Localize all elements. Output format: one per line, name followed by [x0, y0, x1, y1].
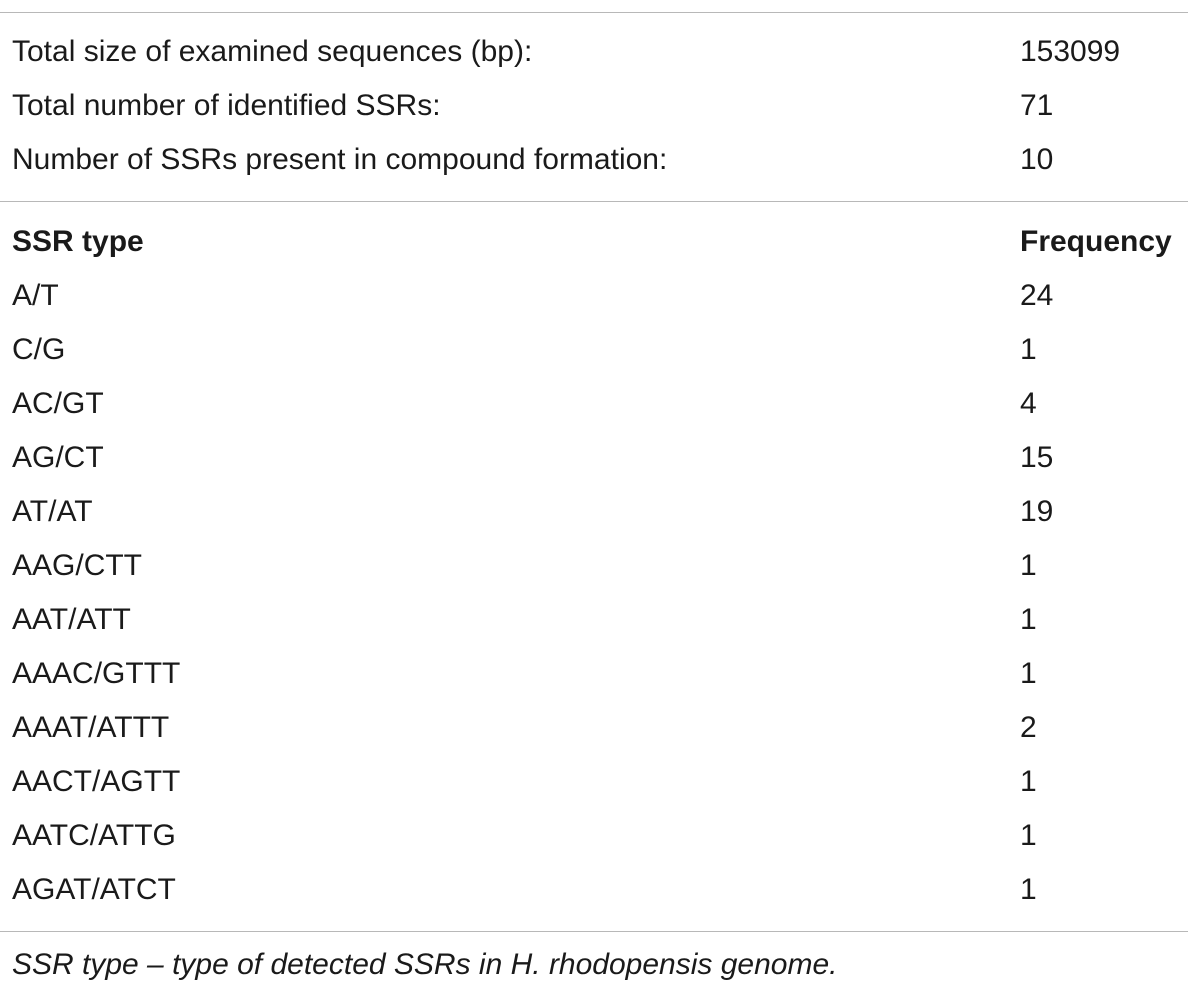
frequency-cell: 24: [1020, 279, 1054, 312]
ssr-type-cell: AGAT/ATCT: [12, 873, 176, 906]
frequency-cell: 1: [1020, 765, 1037, 798]
table-header: SSR type Frequency: [0, 215, 1200, 269]
header-frequency: Frequency: [1020, 225, 1172, 258]
ssr-type-cell: AACT/AGTT: [12, 765, 181, 798]
table-row: AT/AT 19: [0, 485, 1200, 539]
table-footnote: SSR type – type of detected SSRs in H. r…: [12, 948, 838, 981]
frequency-cell: 1: [1020, 657, 1037, 690]
summary-value: 10: [1020, 143, 1054, 176]
frequency-cell: 2: [1020, 711, 1037, 744]
table-row: AAAC/GTTT 1: [0, 647, 1200, 701]
summary-row: Total size of examined sequences (bp): 1…: [0, 25, 1200, 79]
ssr-type-cell: AC/GT: [12, 387, 104, 420]
ssr-type-cell: AAG/CTT: [12, 549, 143, 582]
summary-label: Total number of identified SSRs:: [12, 89, 441, 122]
frequency-cell: 1: [1020, 603, 1037, 636]
frequency-cell: 4: [1020, 387, 1037, 420]
frequency-cell: 1: [1020, 873, 1037, 906]
top-rule: [0, 12, 1188, 13]
table-row: AATC/ATTG 1: [0, 809, 1200, 863]
ssr-type-cell: AAT/ATT: [12, 603, 131, 636]
table-row: AAG/CTT 1: [0, 539, 1200, 593]
table-row: AACT/AGTT 1: [0, 755, 1200, 809]
table-row: AC/GT 4: [0, 377, 1200, 431]
ssr-type-cell: AATC/ATTG: [12, 819, 176, 852]
ssr-type-cell: A/T: [12, 279, 59, 312]
header-ssr-type: SSR type: [12, 225, 144, 258]
table-row: AG/CT 15: [0, 431, 1200, 485]
table-row: C/G 1: [0, 323, 1200, 377]
summary-label: Total size of examined sequences (bp):: [12, 35, 533, 68]
frequency-cell: 19: [1020, 495, 1054, 528]
frequency-cell: 1: [1020, 333, 1037, 366]
bottom-rule: [0, 931, 1188, 932]
summary-value: 153099: [1020, 35, 1121, 68]
table-row: AAT/ATT 1: [0, 593, 1200, 647]
frequency-cell: 1: [1020, 549, 1037, 582]
frequency-cell: 1: [1020, 819, 1037, 852]
summary-label: Number of SSRs present in compound forma…: [12, 143, 668, 176]
summary-row: Number of SSRs present in compound forma…: [0, 133, 1200, 187]
table-row: AGAT/ATCT 1: [0, 863, 1200, 917]
summary-row: Total number of identified SSRs: 71: [0, 79, 1200, 133]
ssr-type-cell: AG/CT: [12, 441, 104, 474]
ssr-type-cell: AT/AT: [12, 495, 93, 528]
ssr-type-cell: AAAC/GTTT: [12, 657, 181, 690]
summary-value: 71: [1020, 89, 1054, 122]
table-row: AAAT/ATTT 2: [0, 701, 1200, 755]
ssr-type-cell: AAAT/ATTT: [12, 711, 170, 744]
section-rule: [0, 201, 1188, 202]
table-row: A/T 24: [0, 269, 1200, 323]
frequency-cell: 15: [1020, 441, 1054, 474]
ssr-type-cell: C/G: [12, 333, 66, 366]
